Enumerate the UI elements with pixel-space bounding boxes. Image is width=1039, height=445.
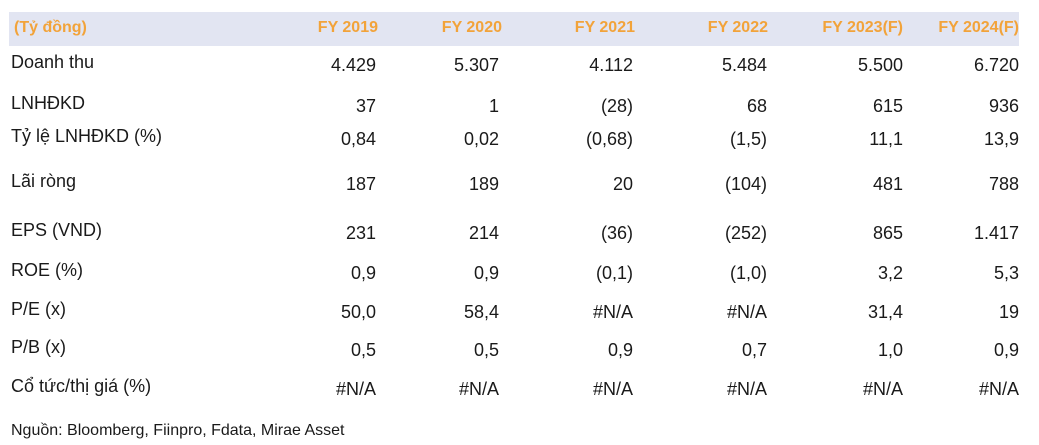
- column-header: FY 2024(F): [938, 19, 1019, 36]
- table-cell: 0,9: [350, 263, 376, 283]
- row-label: Doanh thu: [11, 52, 95, 72]
- table-cell: 187: [345, 174, 376, 194]
- table-cell: 0,9: [473, 263, 499, 283]
- table-cell: 936: [988, 96, 1019, 116]
- column-header: FY 2019: [317, 19, 378, 36]
- table-cell: 615: [872, 96, 903, 116]
- table-cell: 0,5: [473, 340, 499, 360]
- row-label: ROE (%): [11, 260, 83, 280]
- table-header-bar: [9, 12, 1019, 46]
- table-cell: 68: [746, 96, 767, 116]
- table-cell: 0,9: [607, 340, 633, 360]
- table-cell: 5.484: [721, 55, 767, 75]
- source-note: Nguồn: Bloomberg, Fiinpro, Fdata, Mirae …: [11, 422, 345, 439]
- row-label: P/E (x): [11, 299, 67, 319]
- row-label: Lãi ròng: [11, 171, 77, 191]
- table-cell: 481: [872, 174, 903, 194]
- table-cell: 0,9: [993, 340, 1019, 360]
- table-cell: (104): [724, 174, 767, 194]
- table-cell: 788: [988, 174, 1019, 194]
- table-cell: 11,1: [869, 129, 903, 149]
- table-cell: (0,1): [595, 263, 633, 283]
- row-label: Tỷ lệ LNHĐKD (%): [11, 126, 163, 146]
- table-cell: 189: [468, 174, 499, 194]
- table-cell: #N/A: [726, 379, 767, 399]
- table-cell: 20: [612, 174, 633, 194]
- table-cell: (252): [724, 223, 767, 243]
- row-label: P/B (x): [11, 337, 67, 357]
- table-cell: (1,0): [729, 263, 767, 283]
- table-cell: 6.720: [973, 55, 1019, 75]
- table-cell: 13,9: [983, 129, 1019, 149]
- row-label: EPS (VND): [11, 220, 103, 240]
- table-cell: #N/A: [978, 379, 1019, 399]
- table-cell: 31,4: [867, 302, 903, 322]
- table-cell: #N/A: [458, 379, 499, 399]
- table-cell: 19: [998, 302, 1019, 322]
- table-cell: 5.307: [453, 55, 499, 75]
- column-header: FY 2020: [441, 19, 502, 36]
- table-cell: 1,0: [877, 340, 903, 360]
- table-cell: (1,5): [729, 129, 767, 149]
- table-cell: (36): [600, 223, 633, 243]
- table-cell: #N/A: [592, 302, 633, 322]
- table-cell: 37: [355, 96, 376, 116]
- table-cell: 58,4: [463, 302, 499, 322]
- table-cell: #N/A: [862, 379, 903, 399]
- table-cell: 0,02: [463, 129, 499, 149]
- table-cell: 50,0: [340, 302, 376, 322]
- column-header: FY 2021: [574, 19, 635, 36]
- table-cell: 4.112: [589, 55, 633, 75]
- row-label: LNHĐKD: [11, 93, 86, 113]
- table-cell: #N/A: [335, 379, 376, 399]
- table-cell: 214: [468, 223, 499, 243]
- table-cell: 5,3: [993, 263, 1019, 283]
- unit-label: (Tỷ đồng): [14, 19, 87, 36]
- table-cell: 0,84: [340, 129, 376, 149]
- table-cell: 0,7: [741, 340, 767, 360]
- table-cell: #N/A: [592, 379, 633, 399]
- column-header: FY 2023(F): [822, 19, 903, 36]
- column-header: FY 2022: [707, 19, 768, 36]
- table-cell: 5.500: [857, 55, 903, 75]
- row-label: Cổ tức/thị giá (%): [11, 376, 152, 396]
- table-cell: 1: [488, 96, 499, 116]
- table-cell: 865: [872, 223, 903, 243]
- table-cell: (0,68): [585, 129, 633, 149]
- table-cell: 0,5: [350, 340, 376, 360]
- table-cell: 4.429: [330, 55, 376, 75]
- table-cell: 231: [345, 223, 376, 243]
- table-cell: 1.417: [973, 223, 1019, 243]
- table-cell: #N/A: [726, 302, 767, 322]
- table-cell: 3,2: [877, 263, 903, 283]
- table-cell: (28): [600, 96, 633, 116]
